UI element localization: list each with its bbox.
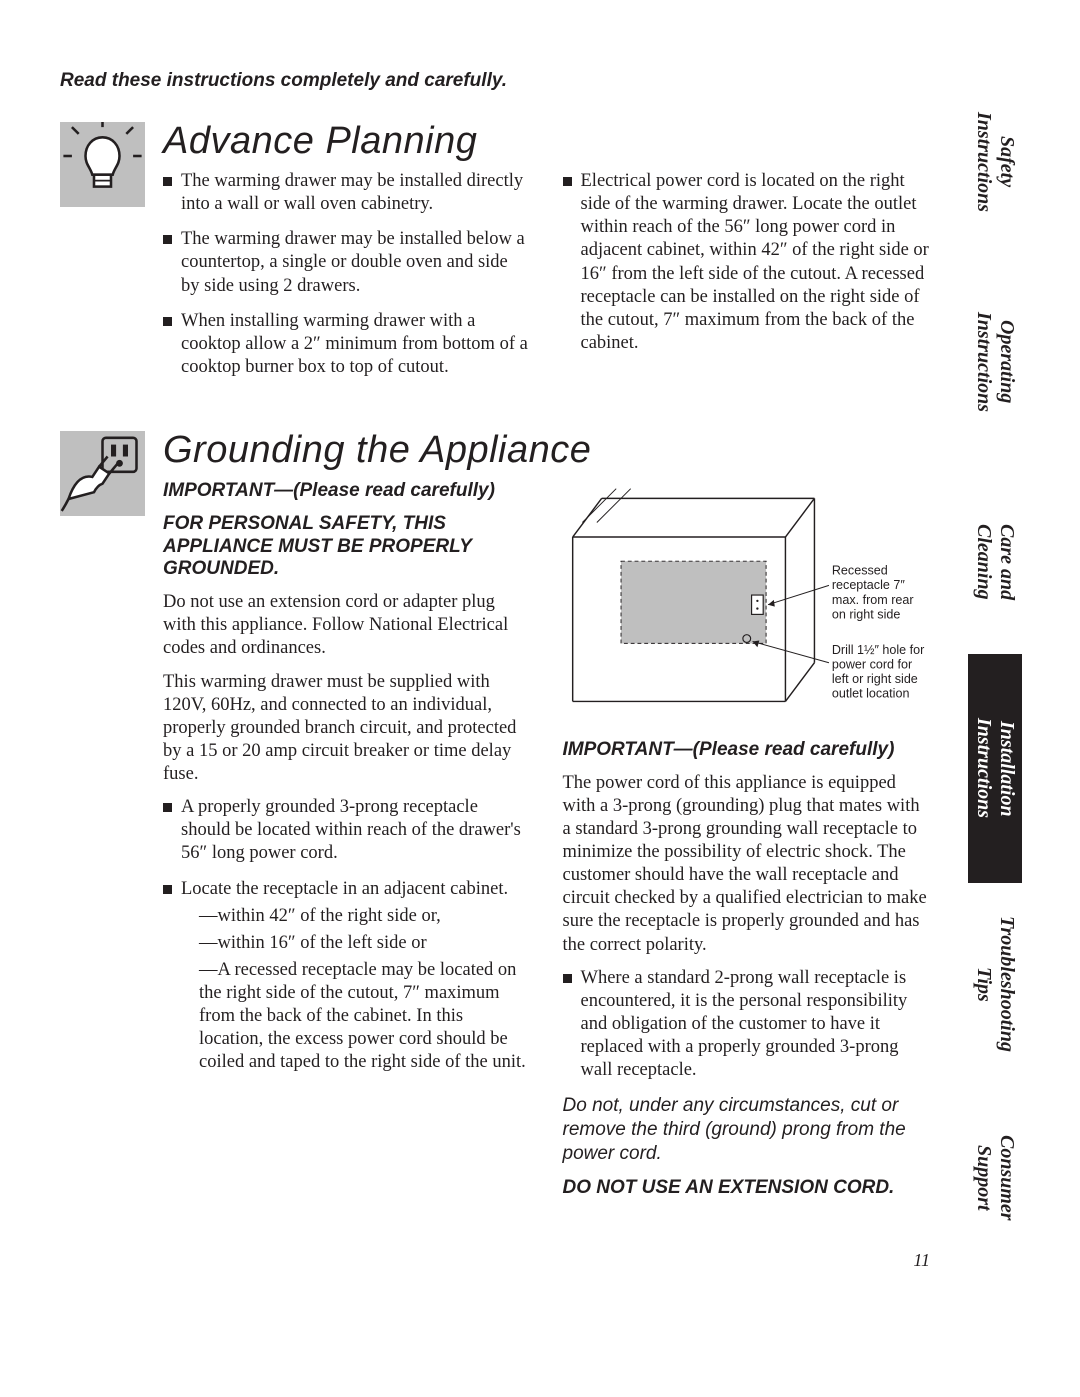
- list-item: The warming drawer may be installed belo…: [163, 228, 531, 297]
- tab-operating[interactable]: Operating Instructions: [968, 254, 1022, 470]
- tab-installation[interactable]: Installation Instructions: [968, 654, 1022, 882]
- list-item: A properly grounded 3-prong receptacle s…: [163, 796, 531, 865]
- ground-prong-warning: Do not, under any circumstances, cut or …: [563, 1094, 931, 1165]
- no-extension-cord: DO NOT USE AN EXTENSION CORD.: [563, 1176, 931, 1200]
- sub-item: —within 16″ of the left side or: [199, 932, 531, 955]
- page-number: 11: [913, 1250, 930, 1271]
- tab-safety[interactable]: Safety Instructions: [968, 70, 1022, 254]
- plug-icon: [60, 431, 145, 516]
- cutout-diagram: Recessed receptacle 7″ max. from rear on…: [563, 479, 931, 721]
- icon-cell: [60, 122, 145, 391]
- advance-planning-title: Advance Planning: [163, 122, 930, 160]
- section-grounding: Grounding the Appliance IMPORTANT—(Pleas…: [60, 431, 930, 1209]
- list-item: Locate the receptacle in an adjacent cab…: [163, 878, 531, 1075]
- advance-left-col: The warming drawer may be installed dire…: [163, 170, 531, 391]
- advance-right-col: Electrical power cord is located on the …: [563, 170, 931, 391]
- list-item: Where a standard 2-prong wall receptacle…: [563, 967, 931, 1083]
- intro-line: Read these instructions completely and c…: [60, 70, 930, 92]
- tab-troubleshooting[interactable]: Troubleshooting Tips: [968, 883, 1022, 1086]
- paragraph: Do not use an extension cord or adapter …: [163, 591, 531, 660]
- section-advance-planning: Advance Planning The warming drawer may …: [60, 122, 930, 391]
- page-content: Read these instructions completely and c…: [60, 70, 930, 1249]
- side-tabs: Safety Instructions Operating Instructio…: [968, 70, 1022, 1270]
- diagram-label-drill: Drill 1½″ hole for power cord for left o…: [831, 643, 928, 701]
- important-heading: IMPORTANT—(Please read carefully): [163, 479, 531, 503]
- grounding-left-col: IMPORTANT—(Please read carefully) FOR PE…: [163, 479, 531, 1209]
- tab-consumer[interactable]: Consumer Support: [968, 1086, 1022, 1270]
- important-heading-right: IMPORTANT—(Please read carefully): [563, 738, 931, 762]
- paragraph: The power cord of this appliance is equi…: [563, 772, 931, 957]
- grounding-title: Grounding the Appliance: [163, 431, 930, 469]
- paragraph: This warming drawer must be supplied wit…: [163, 671, 531, 787]
- sub-item: —within 42″ of the right side or,: [199, 905, 531, 928]
- sub-item: —A recessed receptacle may be located on…: [199, 959, 531, 1075]
- tab-care[interactable]: Care and Cleaning: [968, 470, 1022, 654]
- lightbulb-icon: [60, 122, 145, 207]
- list-item: The warming drawer may be installed dire…: [163, 170, 531, 216]
- list-item: When installing warming drawer with a co…: [163, 310, 531, 379]
- diagram-label-receptacle: Recessed receptacle 7″ max. from rear on…: [831, 564, 928, 622]
- list-item-text: Locate the receptacle in an adjacent cab…: [181, 879, 508, 899]
- grounding-right-col: Recessed receptacle 7″ max. from rear on…: [563, 479, 931, 1209]
- safety-warning: FOR PERSONAL SAFETY, THIS APPLIANCE MUST…: [163, 513, 531, 581]
- icon-cell: [60, 431, 145, 1209]
- list-item: Electrical power cord is located on the …: [563, 170, 931, 355]
